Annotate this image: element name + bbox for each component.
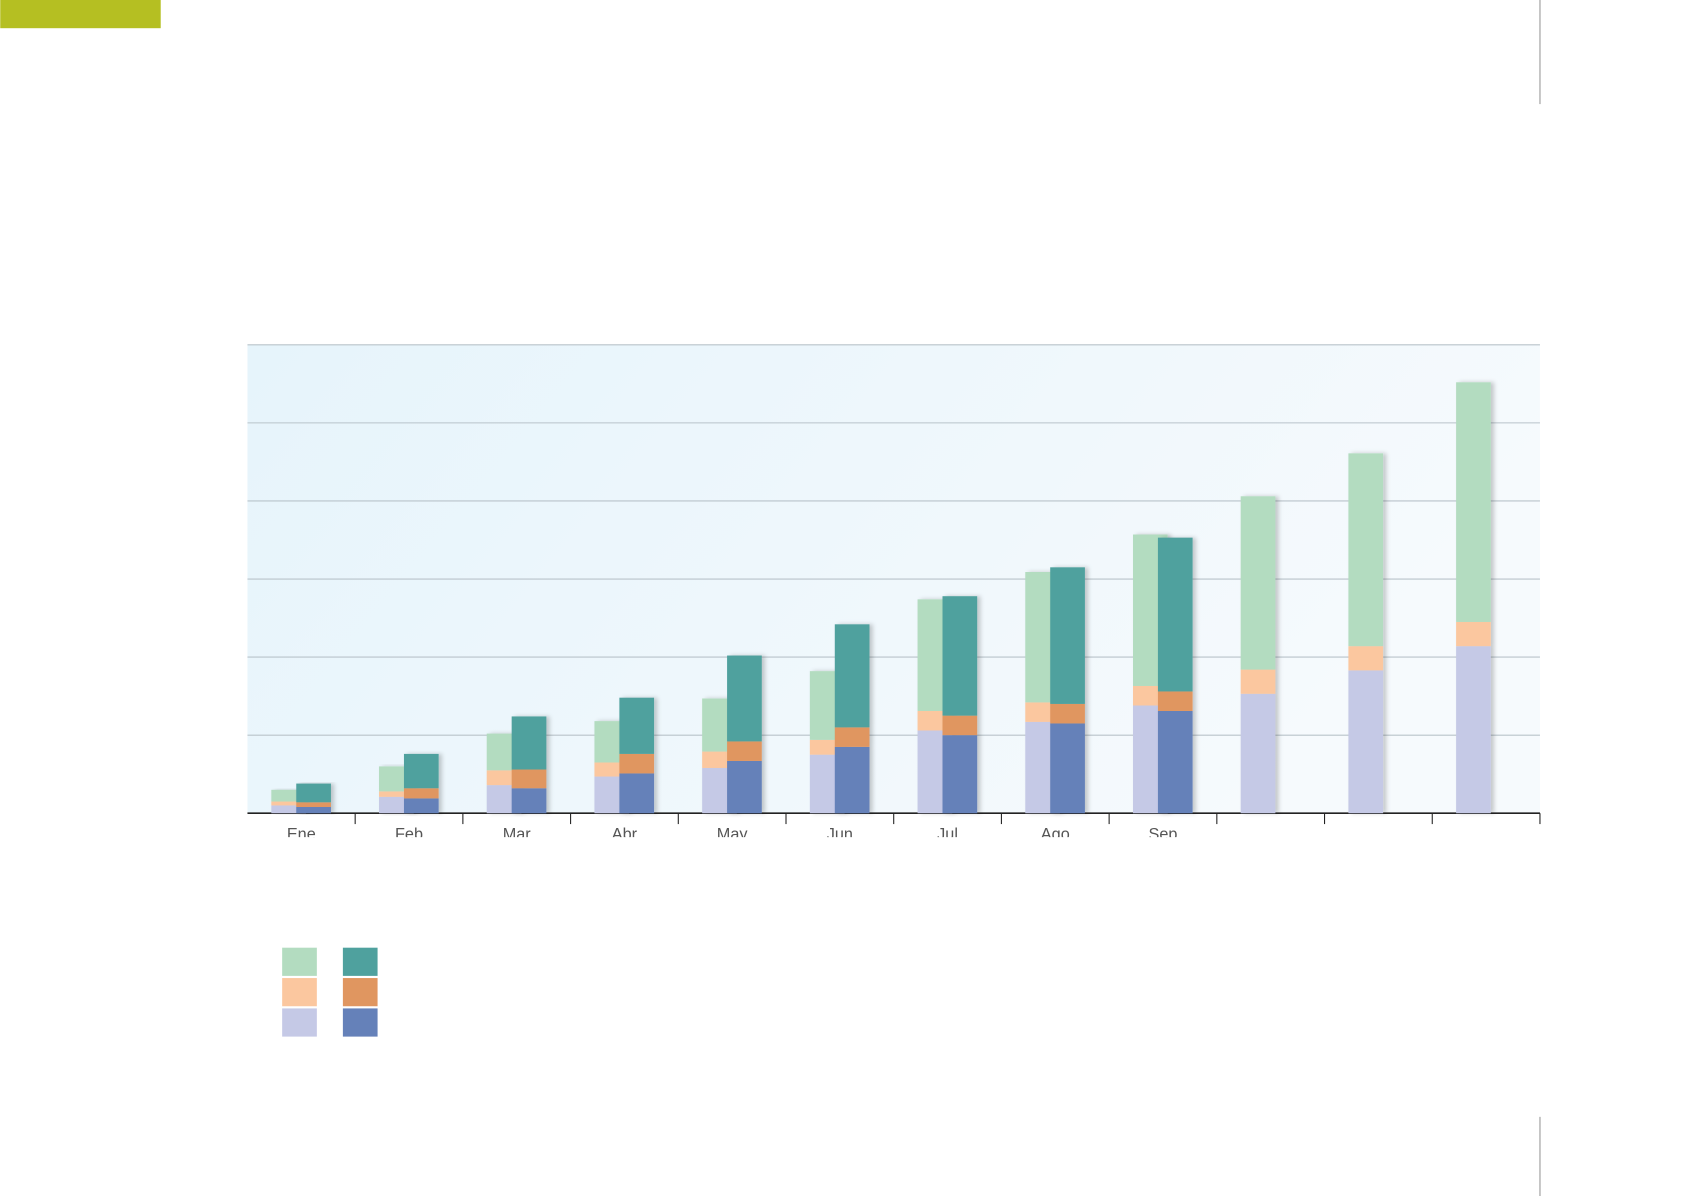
bar-stack [403, 753, 439, 814]
bar-segment [834, 624, 870, 728]
legend-swatch [342, 947, 378, 976]
bar-segment [1456, 382, 1491, 622]
bar-segment [1050, 567, 1085, 704]
bar-segment [511, 788, 547, 814]
bar-segment [1157, 691, 1193, 711]
bar-stack [511, 716, 547, 814]
x-tick-label: Jun [827, 826, 853, 844]
bar-segment [1348, 670, 1384, 814]
bar-segment [834, 727, 870, 747]
bar-segment [296, 802, 331, 807]
bar-segment [1157, 710, 1193, 814]
bar-segment [1240, 669, 1276, 694]
bar-segment [271, 789, 307, 802]
bar-segment [942, 715, 978, 736]
bar-segment [619, 773, 655, 814]
x-tick-label: Abr [612, 826, 638, 844]
x-tick-label: Mar [503, 826, 532, 844]
bar-segment [1157, 537, 1193, 692]
bar-stack [942, 596, 978, 814]
bar-segment [1456, 646, 1491, 814]
bar-segment [1240, 496, 1276, 670]
bar-segment [379, 791, 414, 797]
bar-stack [1240, 496, 1276, 814]
x-tick-label: May [717, 826, 749, 844]
x-tick-label: Ene [287, 826, 316, 844]
x-tick-label: Ago [1041, 826, 1070, 844]
bar-segment [942, 735, 978, 814]
bar-stack [296, 783, 331, 814]
bar-segment [403, 798, 439, 814]
bar-segment [403, 753, 439, 789]
bar-segment [511, 716, 547, 770]
bar-stack [1050, 567, 1085, 814]
bar-stack [271, 789, 307, 814]
bar-stack [1348, 453, 1384, 814]
x-tick-label: Sep [1149, 826, 1178, 844]
bar-segment [296, 783, 331, 803]
bar-segment [511, 769, 547, 789]
header-tab [0, 0, 161, 29]
bar-segment [942, 596, 978, 716]
bar-stack [619, 697, 655, 814]
legend-swatch [282, 978, 317, 1007]
bar-segment [271, 801, 307, 806]
x-tick-label: Jul [937, 826, 958, 844]
bar-segment [296, 806, 331, 814]
bar-segment [271, 805, 307, 814]
bar-segment [1240, 693, 1276, 814]
bar-segment [834, 746, 870, 814]
bar-stack [727, 655, 762, 814]
bar-segment [727, 760, 762, 814]
bar-segment [1050, 703, 1085, 724]
legend-swatch [282, 947, 317, 976]
bar-segment [1348, 453, 1384, 647]
bar-segment [1456, 621, 1491, 647]
bar-segment [727, 655, 762, 742]
bar-segment [619, 697, 655, 754]
bar-segment [727, 741, 762, 761]
bar-stack [1456, 382, 1491, 814]
legend-swatch [342, 978, 378, 1007]
legend-swatch [342, 1008, 378, 1037]
bar-stack [1157, 537, 1193, 814]
legend-swatch [282, 1008, 317, 1037]
bar-segment [1050, 723, 1085, 814]
bar-stack [834, 624, 870, 814]
x-tick-label: Feb [395, 826, 423, 844]
bar-segment [619, 753, 655, 774]
bar-segment [403, 788, 439, 799]
bar-segment [1348, 646, 1384, 671]
